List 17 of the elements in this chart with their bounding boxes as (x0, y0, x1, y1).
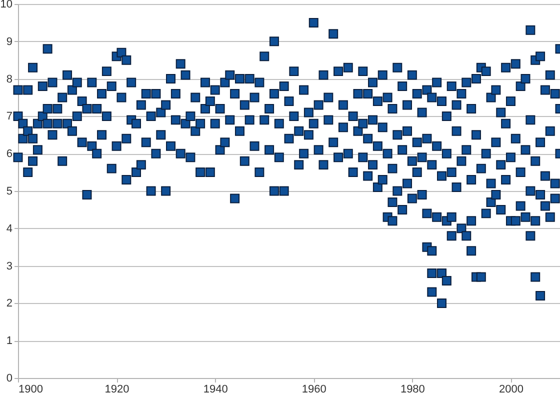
y-tick-label: 10 (0, 0, 12, 10)
y-tick-label: 1 (6, 335, 12, 348)
y-tick-label: 3 (6, 260, 12, 272)
y-tick-label: 0 (6, 372, 12, 384)
y-tick-label: 4 (6, 222, 12, 235)
y-tick-label: 8 (6, 73, 12, 86)
x-tick-label: 1980 (400, 384, 425, 396)
y-tick-label: 9 (6, 36, 12, 48)
x-tick-label: 1920 (104, 384, 130, 396)
x-tick-label: 1940 (203, 384, 228, 396)
y-tick-label: 2 (6, 298, 12, 310)
y-tick-label: 7 (6, 110, 12, 123)
x-tick-label: 1900 (18, 384, 43, 396)
x-tick-label: 2000 (498, 384, 524, 396)
y-tick-label: 6 (6, 148, 12, 160)
y-tick-label: 5 (6, 186, 12, 198)
x-tick-label: 1960 (302, 384, 326, 396)
